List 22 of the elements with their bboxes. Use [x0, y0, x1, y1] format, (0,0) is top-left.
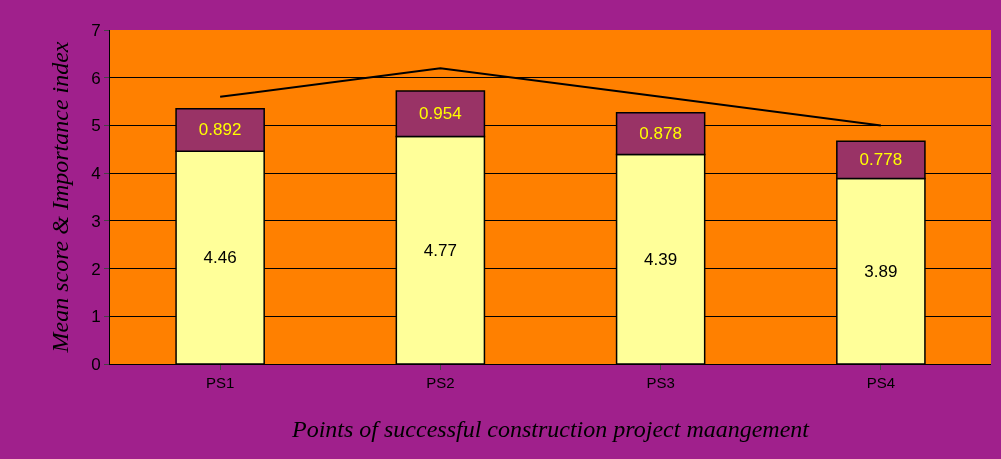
data-label: 3.89	[864, 261, 898, 281]
x-tick-label: PS1	[205, 374, 235, 391]
data-label: 4.46	[203, 248, 237, 268]
y-tick-label: 4	[91, 164, 101, 184]
y-tick-label: 0	[91, 354, 101, 374]
x-axis-title: Points of successful construction project maangement	[290, 416, 811, 443]
data-label: 0.954	[419, 104, 462, 124]
data-label: 0.892	[198, 120, 242, 140]
y-tick-label: 6	[91, 68, 101, 88]
x-tick-label: PS4	[866, 374, 896, 391]
x-tick-label: PS2	[426, 374, 455, 391]
x-tick-label: PS3	[646, 374, 675, 391]
data-label: 4.39	[644, 249, 678, 269]
y-tick-label: 5	[91, 116, 101, 136]
y-tick-label: 1	[91, 307, 101, 327]
data-label: 0.778	[859, 150, 903, 170]
y-axis-title: Mean score & Importance index	[47, 41, 74, 354]
y-tick-label: 3	[91, 211, 101, 231]
y-tick-label: 2	[91, 259, 101, 279]
data-label: 0.878	[639, 124, 682, 144]
y-tick-label: 7	[91, 20, 101, 40]
data-label: 4.77	[423, 240, 457, 260]
